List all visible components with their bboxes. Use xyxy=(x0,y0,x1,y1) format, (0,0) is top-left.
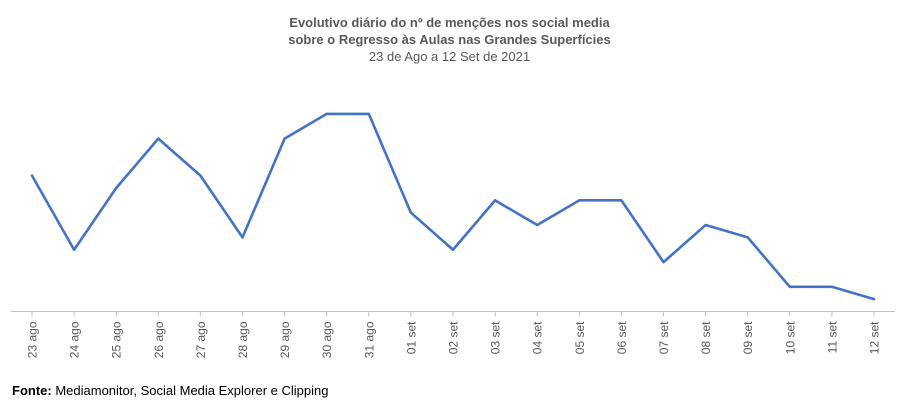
chart-title-line-2: sobre o Regresso às Aulas nas Grandes Su… xyxy=(288,32,611,47)
source-text: Mediamonitor, Social Media Explorer e Cl… xyxy=(51,383,329,398)
x-tick-label: 07 set xyxy=(657,321,671,354)
data-point xyxy=(620,199,623,202)
x-tick-label: 23 ago xyxy=(26,321,40,358)
x-tick-label: 05 set xyxy=(573,321,587,354)
x-tick-label: 29 ago xyxy=(278,321,292,358)
x-tick-label: 10 set xyxy=(783,321,797,354)
data-point xyxy=(115,186,118,190)
x-tick-label: 09 set xyxy=(741,321,755,354)
x-tick-label: 26 ago xyxy=(152,321,166,358)
x-tick-label: 06 set xyxy=(615,321,629,354)
data-point xyxy=(662,260,665,264)
data-point xyxy=(746,236,749,239)
x-tick-label: 12 set xyxy=(868,321,882,354)
x-tick-label: 11 set xyxy=(825,321,839,353)
data-point xyxy=(578,199,581,202)
data-point xyxy=(788,285,791,288)
x-tick-label: 24 ago xyxy=(68,321,82,358)
x-tick-label: 01 set xyxy=(404,321,418,354)
chart-subtitle: 23 de Ago a 12 Set de 2021 xyxy=(368,49,531,64)
source-note: Fonte: Mediamonitor, Social Media Explor… xyxy=(12,383,328,398)
data-point xyxy=(157,137,160,140)
data-point xyxy=(536,223,539,227)
data-point xyxy=(199,174,202,177)
chart-title-line-1: Evolutivo diário do nº de menções nos so… xyxy=(289,15,610,30)
series-line xyxy=(30,112,876,301)
source-label: Fonte: xyxy=(12,383,52,398)
data-point xyxy=(325,112,328,116)
data-point xyxy=(830,285,834,288)
chart-title-block: Evolutivo diário do nº de menções nos so… xyxy=(0,14,899,65)
data-point xyxy=(30,174,34,177)
data-point xyxy=(493,199,497,202)
x-tick-label: 25 ago xyxy=(110,321,124,358)
data-point xyxy=(283,137,286,140)
x-tick-label: 04 set xyxy=(531,321,545,354)
data-point xyxy=(367,112,370,116)
data-point xyxy=(451,248,455,251)
x-tick-label: 28 ago xyxy=(236,321,250,358)
data-point xyxy=(409,211,413,214)
x-tick-label: 27 ago xyxy=(194,321,208,358)
x-tick-label: 03 set xyxy=(489,321,503,354)
x-tick-label: 08 set xyxy=(699,321,713,354)
x-tick-label: 30 ago xyxy=(320,321,334,358)
x-tick-label: 02 set xyxy=(447,321,461,354)
data-point xyxy=(872,297,876,301)
data-point xyxy=(704,223,707,227)
x-tick-label: 31 ago xyxy=(362,321,376,358)
data-point xyxy=(72,248,76,251)
data-point xyxy=(241,236,244,239)
